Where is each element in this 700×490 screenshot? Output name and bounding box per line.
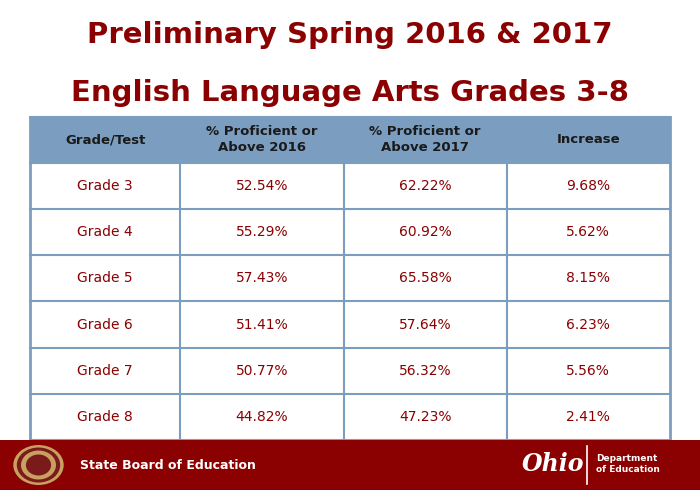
Text: Increase: Increase xyxy=(556,133,620,146)
Text: 55.29%: 55.29% xyxy=(236,225,288,239)
Text: 65.58%: 65.58% xyxy=(399,271,452,285)
Text: 5.56%: 5.56% xyxy=(566,364,610,378)
Text: Preliminary Spring 2016 & 2017: Preliminary Spring 2016 & 2017 xyxy=(88,21,612,49)
Text: Grade 3: Grade 3 xyxy=(78,179,133,193)
Bar xyxy=(30,301,670,347)
Text: 9.68%: 9.68% xyxy=(566,179,610,193)
Text: 6.23%: 6.23% xyxy=(566,318,610,332)
Text: Grade 5: Grade 5 xyxy=(78,271,133,285)
Bar xyxy=(30,163,670,209)
Text: 52.54%: 52.54% xyxy=(236,179,288,193)
Text: Ohio: Ohio xyxy=(522,452,584,476)
Bar xyxy=(30,209,670,255)
Text: 51.41%: 51.41% xyxy=(236,318,288,332)
Text: Grade/Test: Grade/Test xyxy=(65,133,146,146)
Text: 62.22%: 62.22% xyxy=(399,179,452,193)
Text: 50.77%: 50.77% xyxy=(236,364,288,378)
Text: Grade 7: Grade 7 xyxy=(78,364,133,378)
Text: 56.32%: 56.32% xyxy=(399,364,452,378)
Text: 60.92%: 60.92% xyxy=(399,225,452,239)
Bar xyxy=(30,117,670,163)
Bar xyxy=(30,255,670,301)
Ellipse shape xyxy=(21,450,56,480)
Text: 44.82%: 44.82% xyxy=(236,410,288,424)
Text: 57.64%: 57.64% xyxy=(399,318,452,332)
Text: 5.62%: 5.62% xyxy=(566,225,610,239)
Ellipse shape xyxy=(26,455,51,475)
Text: State Board of Education: State Board of Education xyxy=(80,459,256,471)
Text: % Proficient or
Above 2016: % Proficient or Above 2016 xyxy=(206,125,318,154)
Text: Grade 8: Grade 8 xyxy=(78,410,133,424)
Ellipse shape xyxy=(17,447,60,483)
Bar xyxy=(30,347,670,394)
Text: % Proficient or
Above 2017: % Proficient or Above 2017 xyxy=(370,125,481,154)
Text: 57.43%: 57.43% xyxy=(236,271,288,285)
Text: Grade 6: Grade 6 xyxy=(78,318,133,332)
Text: 47.23%: 47.23% xyxy=(399,410,452,424)
Text: Grade 4: Grade 4 xyxy=(78,225,133,239)
Text: English Language Arts Grades 3-8: English Language Arts Grades 3-8 xyxy=(71,79,629,107)
Ellipse shape xyxy=(13,445,64,485)
Text: 2.41%: 2.41% xyxy=(566,410,610,424)
Bar xyxy=(30,394,670,440)
Text: 8.15%: 8.15% xyxy=(566,271,610,285)
Text: Department
of Education: Department of Education xyxy=(596,454,660,474)
